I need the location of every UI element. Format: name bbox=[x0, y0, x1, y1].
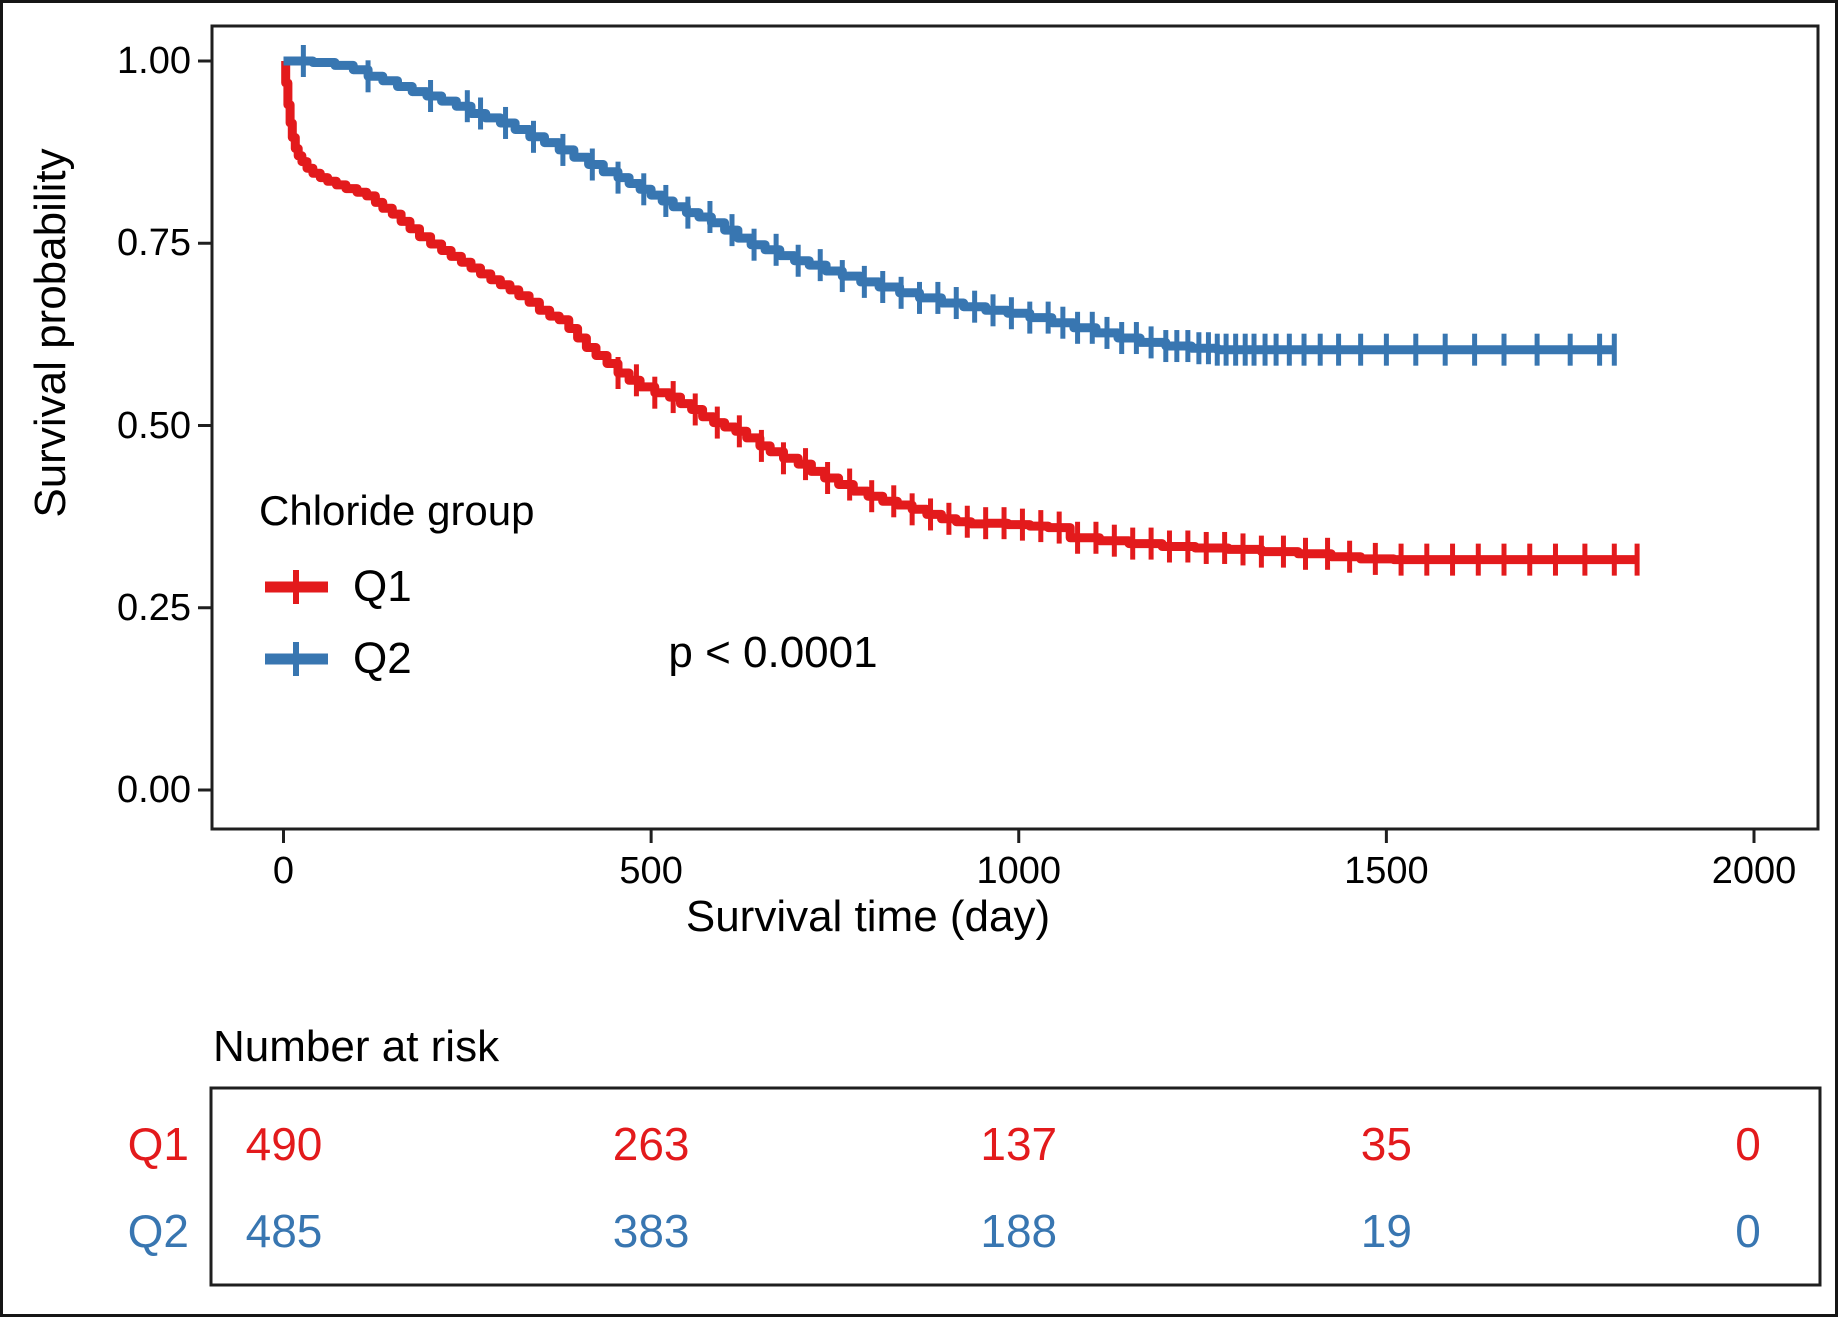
risk-cell-q2-t500: 383 bbox=[612, 1205, 690, 1257]
x-tick-label: 2000 bbox=[1711, 850, 1797, 892]
risk-cell-q1-t1000: 137 bbox=[980, 1118, 1058, 1170]
risk-table-border bbox=[209, 1086, 1822, 1287]
x-tick-label: 1000 bbox=[976, 850, 1062, 892]
risk-cell-q1-t1500: 35 bbox=[1360, 1118, 1412, 1170]
risk-cell-q1-t500: 263 bbox=[612, 1118, 690, 1170]
legend-item-label-q1: Q1 bbox=[353, 562, 412, 611]
x-tick-label: 500 bbox=[619, 850, 683, 892]
risk-cell-q2-t1000: 188 bbox=[980, 1205, 1058, 1257]
risk-cell-q2-t2000: 0 bbox=[1735, 1205, 1761, 1257]
risk-cell-q2-t1500: 19 bbox=[1360, 1205, 1412, 1257]
risk-row-label-q2: Q2 bbox=[127, 1205, 189, 1257]
risk-row-label-q1: Q1 bbox=[127, 1118, 189, 1170]
survival-chart-svg bbox=[198, 24, 1822, 1287]
p-value-label: p < 0.0001 bbox=[668, 628, 878, 677]
y-tick-label: 0.00 bbox=[117, 769, 191, 811]
x-axis-title: Survival time (day) bbox=[685, 892, 1051, 941]
risk-cell-q2-t0: 485 bbox=[245, 1205, 323, 1257]
q2-survival-curve bbox=[283, 56, 1615, 355]
plot-area-border bbox=[210, 24, 1820, 831]
risk-cell-q1-t0: 490 bbox=[245, 1118, 323, 1170]
y-tick-label: 0.50 bbox=[117, 404, 191, 447]
y-tick-label: 1.00 bbox=[117, 40, 191, 82]
risk-cell-q1-t2000: 0 bbox=[1735, 1118, 1761, 1170]
q1-survival-curve bbox=[281, 56, 1638, 565]
y-tick-label: 0.25 bbox=[117, 586, 191, 629]
y-tick-label: 0.75 bbox=[117, 222, 191, 265]
risk-table-title: Number at risk bbox=[213, 1022, 500, 1071]
x-tick-label: 0 bbox=[272, 850, 295, 892]
legend-title: Chloride group bbox=[259, 487, 535, 534]
legend-item-label-q2: Q2 bbox=[353, 634, 412, 683]
x-tick-label: 1500 bbox=[1344, 850, 1429, 892]
y-axis-title: Survival probability bbox=[26, 148, 75, 518]
